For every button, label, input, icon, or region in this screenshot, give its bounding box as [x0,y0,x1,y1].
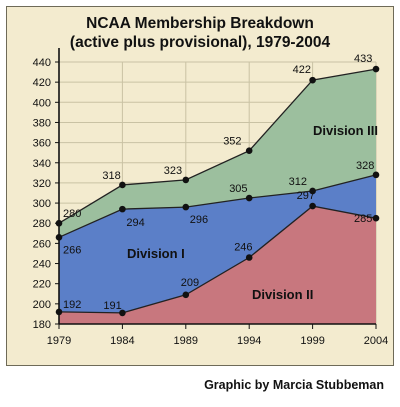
division-i-data-label: 296 [190,214,208,226]
x-tick-label: 2004 [364,335,388,347]
chart-title-line2: (active plus provisional), 1979-2004 [69,34,331,51]
division-ii-point [309,202,316,210]
division-ii-point [119,309,126,317]
division-iii-point [182,176,190,184]
division-ii-point [182,291,190,299]
division-iii-point [245,147,253,154]
y-tick-label: 180 [33,319,51,331]
division-iii-data-label: 280 [63,208,81,220]
y-tick-label: 380 [33,117,51,129]
y-tick-label: 400 [33,97,51,109]
division-i-point [372,171,380,179]
x-tick-label: 1979 [47,335,71,347]
division-i-line [58,174,377,238]
division-i-point [55,234,63,241]
division-ii-data-label: 191 [103,300,121,312]
y-tick-label: 440 [33,57,51,69]
y-tick-label: 320 [33,178,51,190]
division-ii-data-label: 192 [63,299,81,311]
division-ii-data-label: 246 [234,241,252,253]
division-iii-line [58,68,377,224]
division-iii-data-label: 323 [164,165,182,177]
division-i-data-label: 305 [229,183,247,195]
division-ii-point [245,254,253,261]
division-i-data-label: 328 [356,160,374,172]
division-iii-point [119,181,126,189]
y-tick-label: 420 [33,77,51,89]
division-i-point [182,203,190,211]
x-tick-label: 1994 [237,335,261,347]
division-i-point [119,205,126,213]
division-iii-data-label: 352 [223,136,241,148]
chart-title-line1: NCAA Membership Breakdown [86,15,314,32]
division-i-point [309,187,316,195]
y-tick-label: 340 [33,158,51,170]
division-ii-series-label: Division II [252,287,313,302]
y-tick-label: 360 [33,138,51,150]
division-ii-area [59,206,376,324]
division-ii-data-label: 297 [297,190,315,202]
division-iii-point [55,219,63,227]
graphic-credit: Graphic by Marcia Stubbeman [204,378,384,392]
y-tick-label: 280 [33,218,51,230]
division-i-data-label: 266 [63,244,81,256]
division-i-area [59,174,376,313]
division-i-data-label: 312 [289,176,307,188]
y-tick-label: 300 [33,198,51,210]
division-iii-point [372,65,380,73]
division-iii-point [309,76,316,84]
division-ii-point [372,214,380,222]
y-tick-label: 260 [33,238,51,250]
division-i-data-label: 294 [126,217,144,229]
x-tick-label: 1999 [300,335,324,347]
x-tick-label: 1984 [110,335,134,347]
division-ii-line [58,205,377,314]
division-iii-series-label: Division III [313,123,378,138]
y-tick-label: 200 [33,299,51,311]
division-i-series-label: Division I [127,246,185,261]
division-iii-data-label: 318 [102,170,120,182]
division-ii-point [55,308,63,316]
y-tick-label: 240 [33,259,51,271]
chart-title: NCAA Membership Breakdown (active plus p… [6,14,394,52]
division-iii-area [59,69,376,238]
y-tick-label: 220 [33,279,51,291]
division-ii-data-label: 209 [181,277,199,289]
x-tick-label: 1989 [174,335,198,347]
division-ii-data-label: 285 [354,213,372,225]
division-iii-data-label: 422 [293,64,311,76]
division-iii-data-label: 433 [354,53,372,65]
division-i-point [245,194,253,202]
